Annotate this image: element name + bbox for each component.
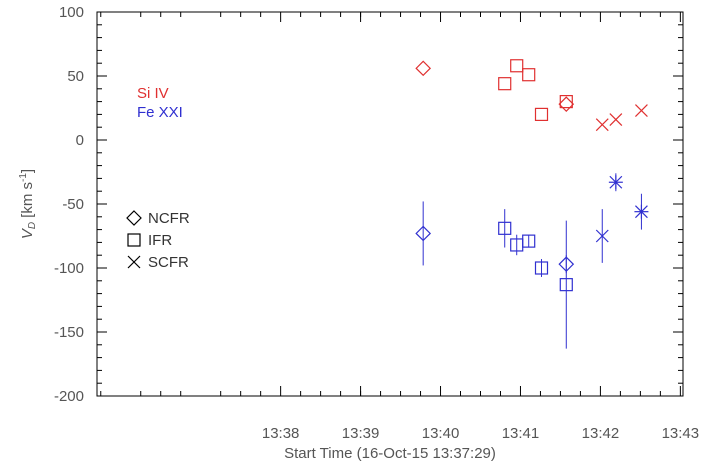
y-tick-label: 100 <box>59 4 84 21</box>
si-iv-cross-point-stroke <box>595 118 609 132</box>
si-iv-cross-point-stroke <box>635 104 648 117</box>
legend-symbol-cross <box>127 255 141 269</box>
si-iv-diamond-point <box>558 96 575 113</box>
y-axis-label-main: V <box>19 227 36 239</box>
axis-tick-labels: 13:38 13:39 13:40 13:41 13:42 13:43 100 50 0 -50 -… <box>54 4 699 442</box>
y-tick-label: -50 <box>62 196 84 213</box>
data-marks <box>415 59 649 349</box>
y-axis-label-sub: D <box>27 222 38 229</box>
fe-xxi-plus-point <box>634 204 649 219</box>
fe-xxi-plus-point <box>608 175 623 190</box>
fe-xxi-square-point <box>559 278 573 292</box>
legend-label-ncfr: NCFR <box>148 210 190 227</box>
fe-xxi-cross-point-stroke <box>595 229 609 243</box>
fe-xxi-diamond-point <box>558 256 575 273</box>
si-iv-square-point <box>498 77 512 91</box>
y-axis-label-unit-exp: -1 <box>18 173 29 182</box>
fe-xxi-square-point <box>498 221 512 235</box>
x-tick-label: 13:43 <box>662 425 700 442</box>
si-iv-cross-point <box>635 104 648 117</box>
y-tick-label: 0 <box>76 132 84 149</box>
x-tick-label: 13:40 <box>422 425 460 442</box>
x-tick-label: 13:42 <box>582 425 620 442</box>
x-tick-label: 13:41 <box>502 425 540 442</box>
legend-symbol-square <box>127 233 141 247</box>
y-axis-label-unit-end: ] <box>19 169 36 173</box>
si-iv-diamond-point <box>415 60 432 77</box>
legend-line-si-iv: Si IV <box>137 85 169 102</box>
legend-line-fe-xxi: Fe XXI <box>137 104 183 121</box>
y-tick-label: -200 <box>54 388 84 405</box>
si-iv-cross-point <box>595 118 609 132</box>
fe-xxi-square-point <box>522 234 536 248</box>
si-iv-cross-point <box>609 113 623 126</box>
y-tick-label: 50 <box>67 68 84 85</box>
legend-label-scfr: SCFR <box>148 254 189 271</box>
x-tick-label: 13:39 <box>342 425 380 442</box>
si-iv-square-point <box>534 107 549 122</box>
y-axis-label: VD [km s-1] <box>18 169 38 239</box>
axis-ticks <box>97 11 683 397</box>
y-tick-label: -150 <box>54 324 84 341</box>
legend-symbol-cross-stroke <box>127 255 141 269</box>
legend: Si IV Fe XXI NCFR IFR SCFR <box>126 85 190 271</box>
y-tick-label: -100 <box>54 260 84 277</box>
legend-label-ifr: IFR <box>148 232 172 249</box>
fe-xxi-diamond-point <box>415 225 432 242</box>
x-tick-label: 13:38 <box>262 425 300 442</box>
plot-area-frame <box>96 11 684 397</box>
si-iv-square-point <box>522 68 536 82</box>
si-iv-square-point <box>559 94 573 109</box>
legend-symbol-diamond <box>126 210 142 226</box>
x-axis-label: Start Time (16-Oct-15 13:37:29) <box>284 445 496 462</box>
fe-xxi-cross-point <box>595 229 609 243</box>
si-iv-square-point <box>510 59 524 73</box>
fe-xxi-square-point <box>534 261 549 275</box>
si-iv-cross-point-stroke <box>609 113 623 126</box>
y-axis-label-unit: [km s <box>19 182 36 218</box>
